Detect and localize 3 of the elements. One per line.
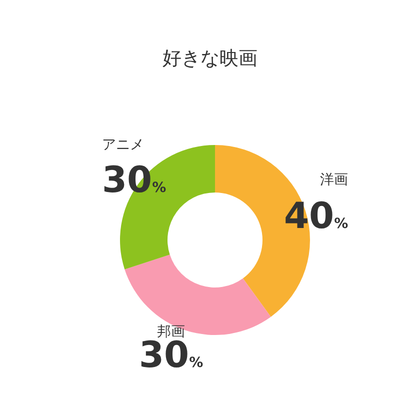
slice-label: 洋画: [320, 172, 348, 188]
slice-label: アニメ: [102, 137, 144, 153]
chart-title: 好きな映画: [162, 48, 258, 70]
